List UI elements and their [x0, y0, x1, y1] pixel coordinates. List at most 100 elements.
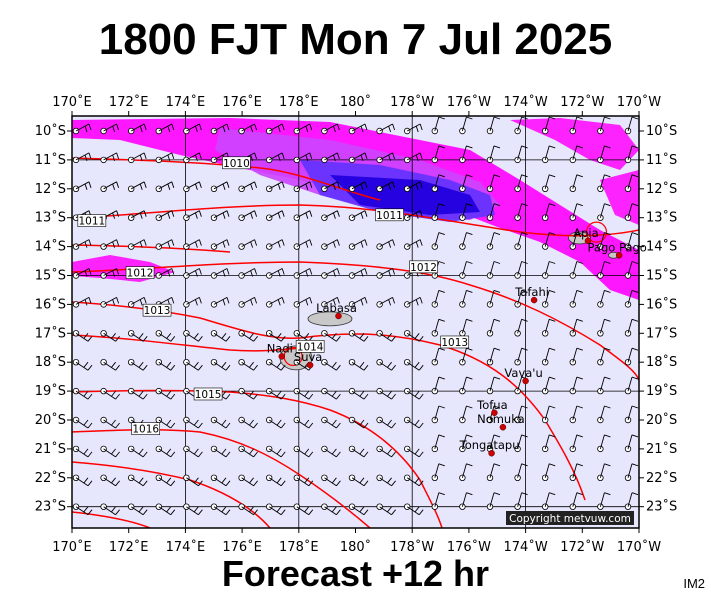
place-label: Tofua [476, 398, 508, 412]
wind-barb [542, 434, 556, 453]
place-marker [522, 377, 529, 385]
isobar-labels: 1010 1011 1011 1012 1012 1013 1013 1014 1015 1016 [77, 156, 470, 436]
wind-barb [183, 210, 202, 221]
svg-text:1013: 1013 [144, 305, 171, 317]
wind-barb [597, 405, 611, 424]
wind-barb [459, 434, 473, 453]
wind-barb [293, 416, 314, 429]
wind-barb [238, 387, 258, 400]
longitude-label-bottom: 172˚W [560, 539, 604, 555]
wind-barb [542, 203, 556, 221]
wind-barb [127, 359, 148, 371]
wind-barb [376, 387, 396, 400]
wind-barb [514, 434, 528, 453]
wind-barb [486, 232, 501, 250]
wind-barb [431, 174, 445, 192]
wind-barb [569, 261, 583, 279]
wind-barb [321, 123, 340, 135]
wind-barb [127, 445, 148, 458]
wind-barb [597, 318, 611, 337]
wind-barb [100, 474, 120, 487]
wind-barb [321, 210, 340, 221]
wind-barb [100, 330, 120, 342]
wind-barb [321, 387, 341, 400]
wind-barb [155, 239, 175, 250]
wind-barb [431, 145, 445, 164]
svg-text:1011: 1011 [376, 210, 403, 222]
wind-barb [569, 492, 583, 510]
wind-barb [459, 203, 473, 221]
place-marker [491, 409, 498, 417]
wind-barb [210, 445, 231, 458]
wind-barb [321, 268, 340, 279]
wind-barb [486, 145, 501, 164]
longitude-label-top: 172˚E [109, 94, 149, 110]
isobar-label: 1013 [440, 335, 470, 349]
wind-barb [404, 359, 424, 371]
wind-barb [293, 239, 313, 250]
wind-barb [597, 492, 611, 510]
wind-barb [321, 152, 340, 164]
wind-barb [542, 174, 556, 192]
wind-barb [321, 297, 340, 308]
copyright-banner: Copyright metvuw.com [506, 511, 634, 525]
wind-barb [624, 376, 639, 395]
wind-barb [183, 239, 202, 250]
wind-barb [183, 152, 202, 164]
wind-barb [459, 347, 473, 366]
wind-barb [100, 445, 120, 458]
wind-barb [597, 174, 611, 192]
latitude-label-left: 22˚S [35, 470, 66, 486]
wind-barb [569, 116, 583, 135]
latitude-label-left: 18˚S [35, 354, 66, 370]
axis-ticks [67, 111, 644, 533]
wind-barb [404, 474, 424, 487]
wind-barb [348, 123, 368, 135]
wind-barb [624, 347, 639, 366]
wind-barb [624, 434, 639, 453]
wind-barb [376, 474, 396, 487]
wind-barb [624, 261, 639, 279]
wind-barb [155, 181, 175, 192]
latitude-label-right: 11˚S [646, 152, 677, 168]
svg-text:1016: 1016 [132, 424, 159, 436]
wind-barb [542, 318, 556, 337]
isobar-line [72, 511, 151, 528]
wind-barb [100, 503, 120, 516]
wind-barb [155, 210, 175, 221]
latitude-labels: 10˚S 10˚S 11˚S 11˚S 12˚S 12˚S 13˚S 13˚S 14˚S 14˚S… [35, 123, 678, 515]
wind-barb [210, 210, 230, 221]
place-label: Labasa [316, 301, 357, 315]
wind-barb [293, 387, 314, 400]
svg-text:1010: 1010 [223, 158, 250, 170]
wind-barb [238, 123, 258, 135]
wind-barb [127, 210, 147, 221]
wind-barb [514, 261, 528, 279]
wind-barb [183, 123, 202, 135]
wind-barb [348, 152, 368, 164]
longitude-label-top: 180˚ [340, 94, 371, 110]
wind-barb [348, 239, 368, 250]
wind-barb [238, 359, 258, 371]
forecast-time-title: 1800 FJT Mon 7 Jul 2025 [98, 15, 613, 64]
latitude-label-right: 15˚S [646, 268, 677, 284]
wind-barb [431, 463, 445, 481]
wind-barb [100, 152, 120, 164]
wind-barb [183, 268, 202, 279]
wind-barb [542, 405, 556, 424]
latitude-label-right: 17˚S [646, 325, 677, 341]
wind-barb [72, 503, 93, 516]
wind-barb [404, 210, 423, 221]
wind-barb [542, 463, 556, 481]
svg-text:1013: 1013 [441, 337, 468, 349]
wind-barb [266, 297, 285, 308]
wind-barb [459, 145, 473, 164]
wind-barb [569, 232, 583, 250]
longitude-label-top: 176˚W [447, 94, 491, 110]
wind-barb [624, 203, 639, 221]
wind-barb [569, 203, 583, 221]
longitude-label-top: 174˚W [504, 94, 548, 110]
wind-barb [155, 330, 176, 342]
isobar-line [72, 244, 231, 253]
